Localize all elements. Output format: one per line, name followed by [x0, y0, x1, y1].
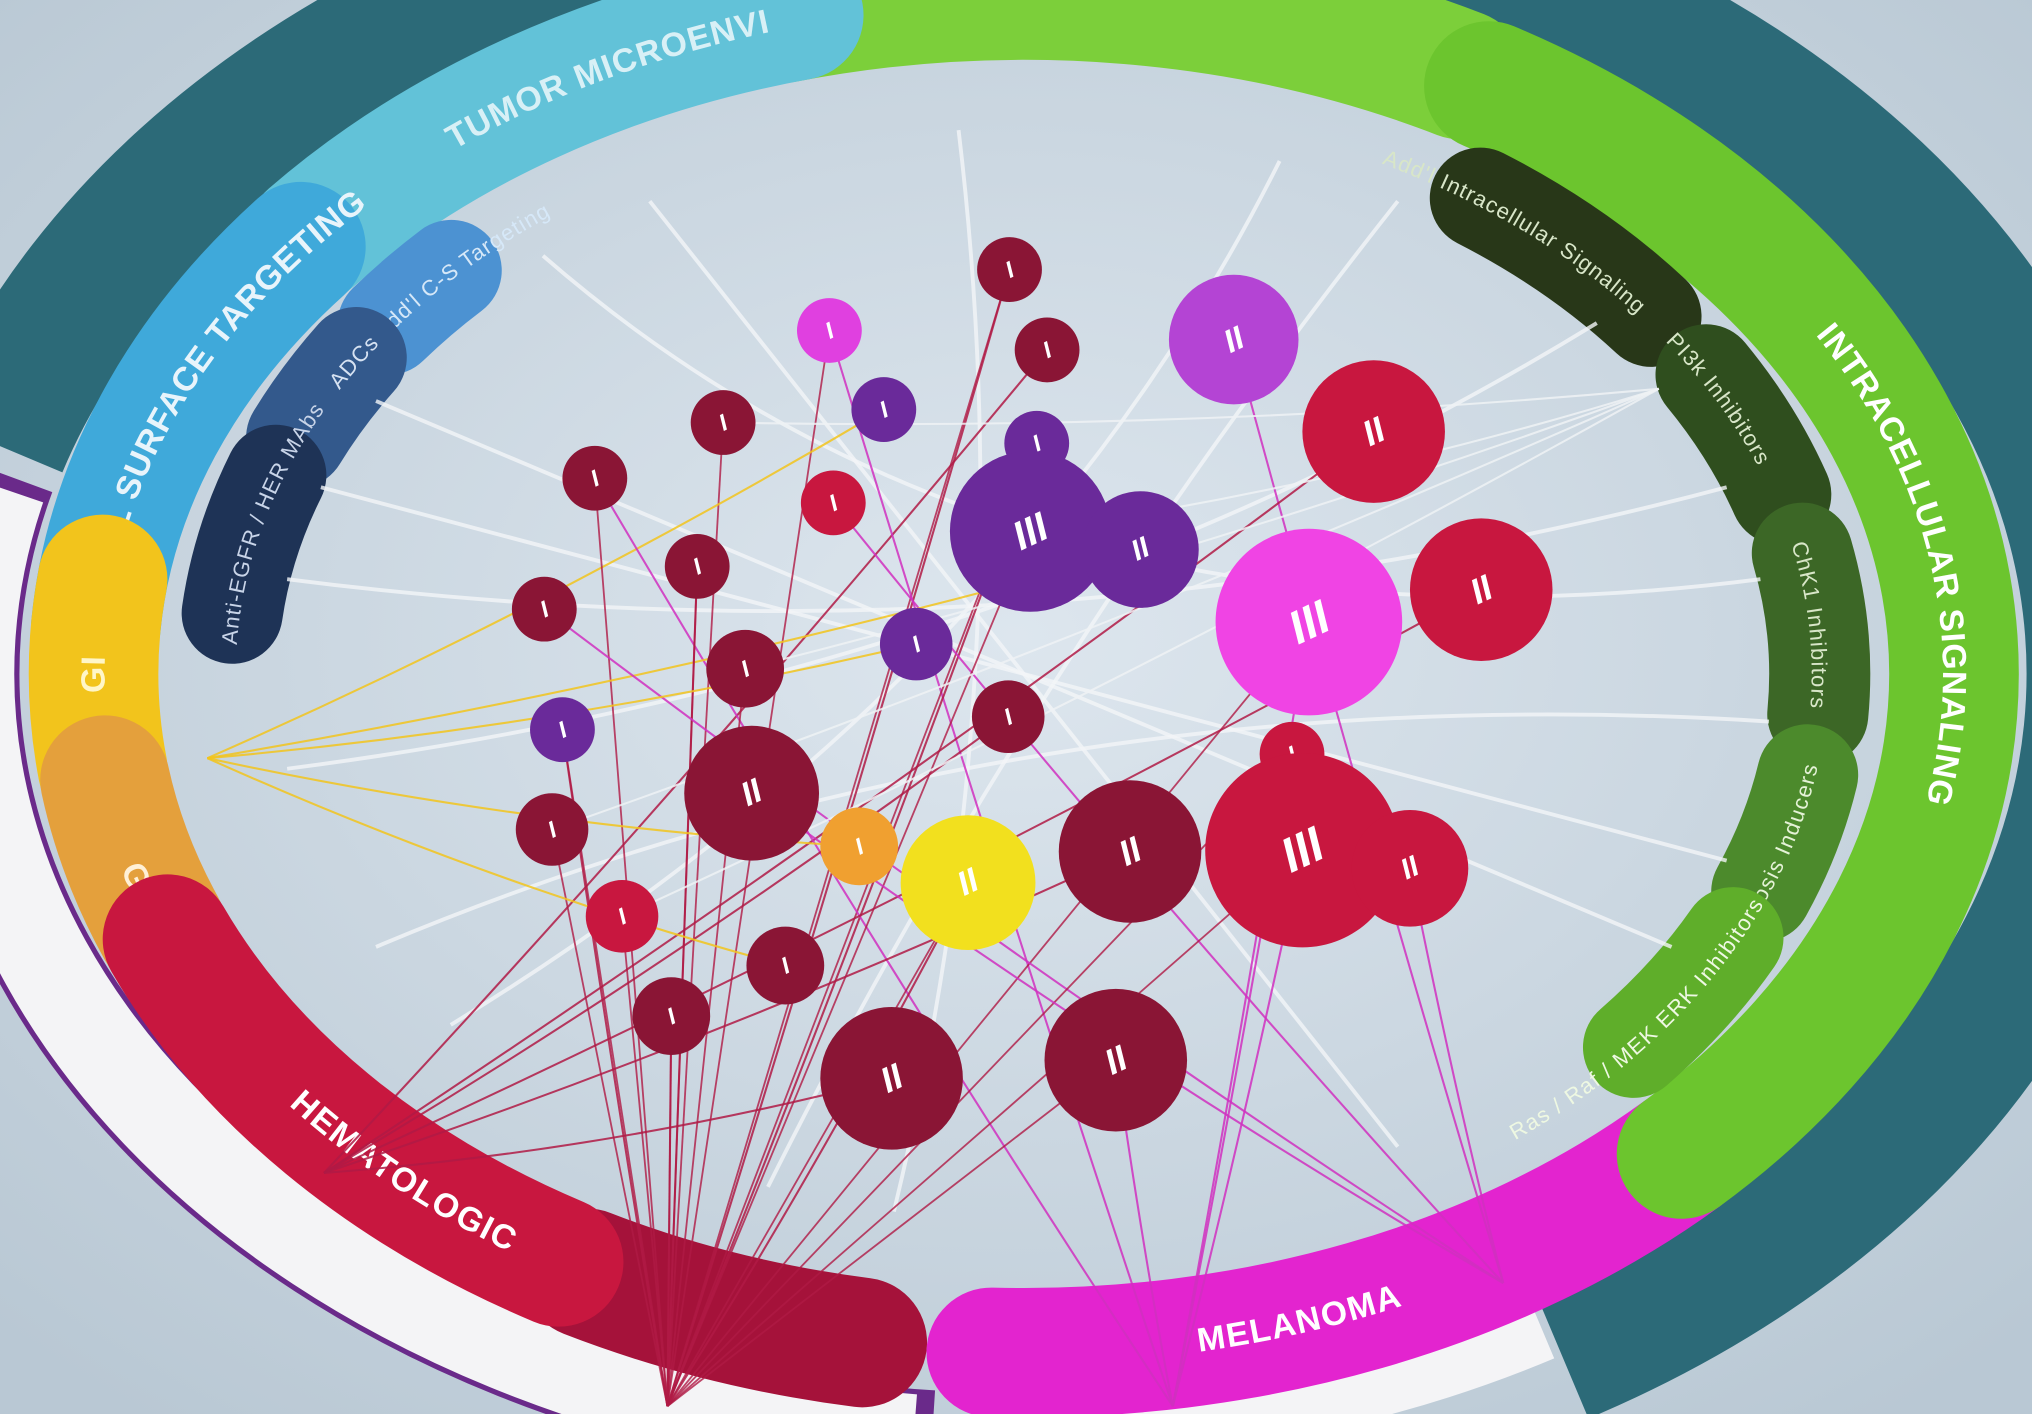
node-link	[323, 1077, 892, 1174]
node	[585, 880, 659, 953]
node	[879, 607, 953, 681]
node	[562, 445, 628, 511]
ring-segment	[246, 0, 864, 303]
node	[1044, 988, 1188, 1132]
node-link	[593, 477, 1174, 1407]
web-line	[320, 485, 1728, 863]
node-link	[666, 1059, 1117, 1407]
ring-segment	[718, 0, 1526, 140]
ring-segment	[102, 874, 624, 1327]
node-link	[543, 608, 1504, 1284]
node	[1302, 360, 1445, 503]
ring-subsegment	[1429, 147, 1702, 367]
node	[511, 576, 577, 642]
node-link	[666, 849, 1303, 1407]
node-link	[666, 621, 1310, 1407]
node	[1082, 491, 1199, 608]
ring-segment	[926, 1089, 1747, 1414]
node	[746, 926, 825, 1005]
node	[664, 533, 730, 599]
node	[796, 298, 862, 363]
node	[530, 697, 595, 763]
node	[1409, 518, 1553, 661]
node	[800, 470, 866, 536]
node	[1205, 753, 1400, 948]
node-link	[323, 715, 1009, 1174]
ring-label: GI	[75, 654, 111, 693]
node	[971, 680, 1045, 754]
node	[690, 390, 756, 455]
node	[515, 793, 589, 866]
node-link	[666, 882, 969, 1407]
node	[1215, 528, 1403, 716]
ring-subsegment	[1711, 724, 1859, 943]
node	[820, 1007, 963, 1150]
node	[1014, 317, 1080, 383]
node-link	[666, 1016, 673, 1407]
node	[1168, 274, 1299, 405]
node	[632, 977, 711, 1055]
node-link	[666, 442, 1038, 1407]
node	[1351, 810, 1469, 927]
node	[1058, 780, 1202, 923]
node	[684, 725, 820, 861]
ring-subsegment	[1582, 887, 1784, 1098]
node-link	[666, 531, 1032, 1407]
node	[949, 451, 1111, 612]
node	[820, 807, 899, 886]
ring-segment	[1424, 21, 2019, 1219]
node	[851, 377, 917, 442]
node-link	[206, 757, 786, 967]
node-link	[1408, 868, 1505, 1284]
node-link	[621, 916, 669, 1407]
node	[977, 237, 1042, 302]
outer-white-right	[1059, 1298, 1555, 1414]
node	[900, 815, 1036, 951]
node-link	[666, 882, 969, 1407]
node-link	[323, 349, 1048, 1174]
node-link	[551, 829, 669, 1407]
ring-subsegment	[181, 424, 327, 664]
ring-label-text: GI	[75, 654, 112, 693]
outer-white	[0, 487, 918, 1414]
ring-subsegment	[1751, 502, 1871, 766]
node-link	[744, 387, 1660, 670]
node	[706, 629, 785, 708]
ring-subsegment	[1655, 324, 1832, 545]
web-line	[375, 712, 1770, 949]
